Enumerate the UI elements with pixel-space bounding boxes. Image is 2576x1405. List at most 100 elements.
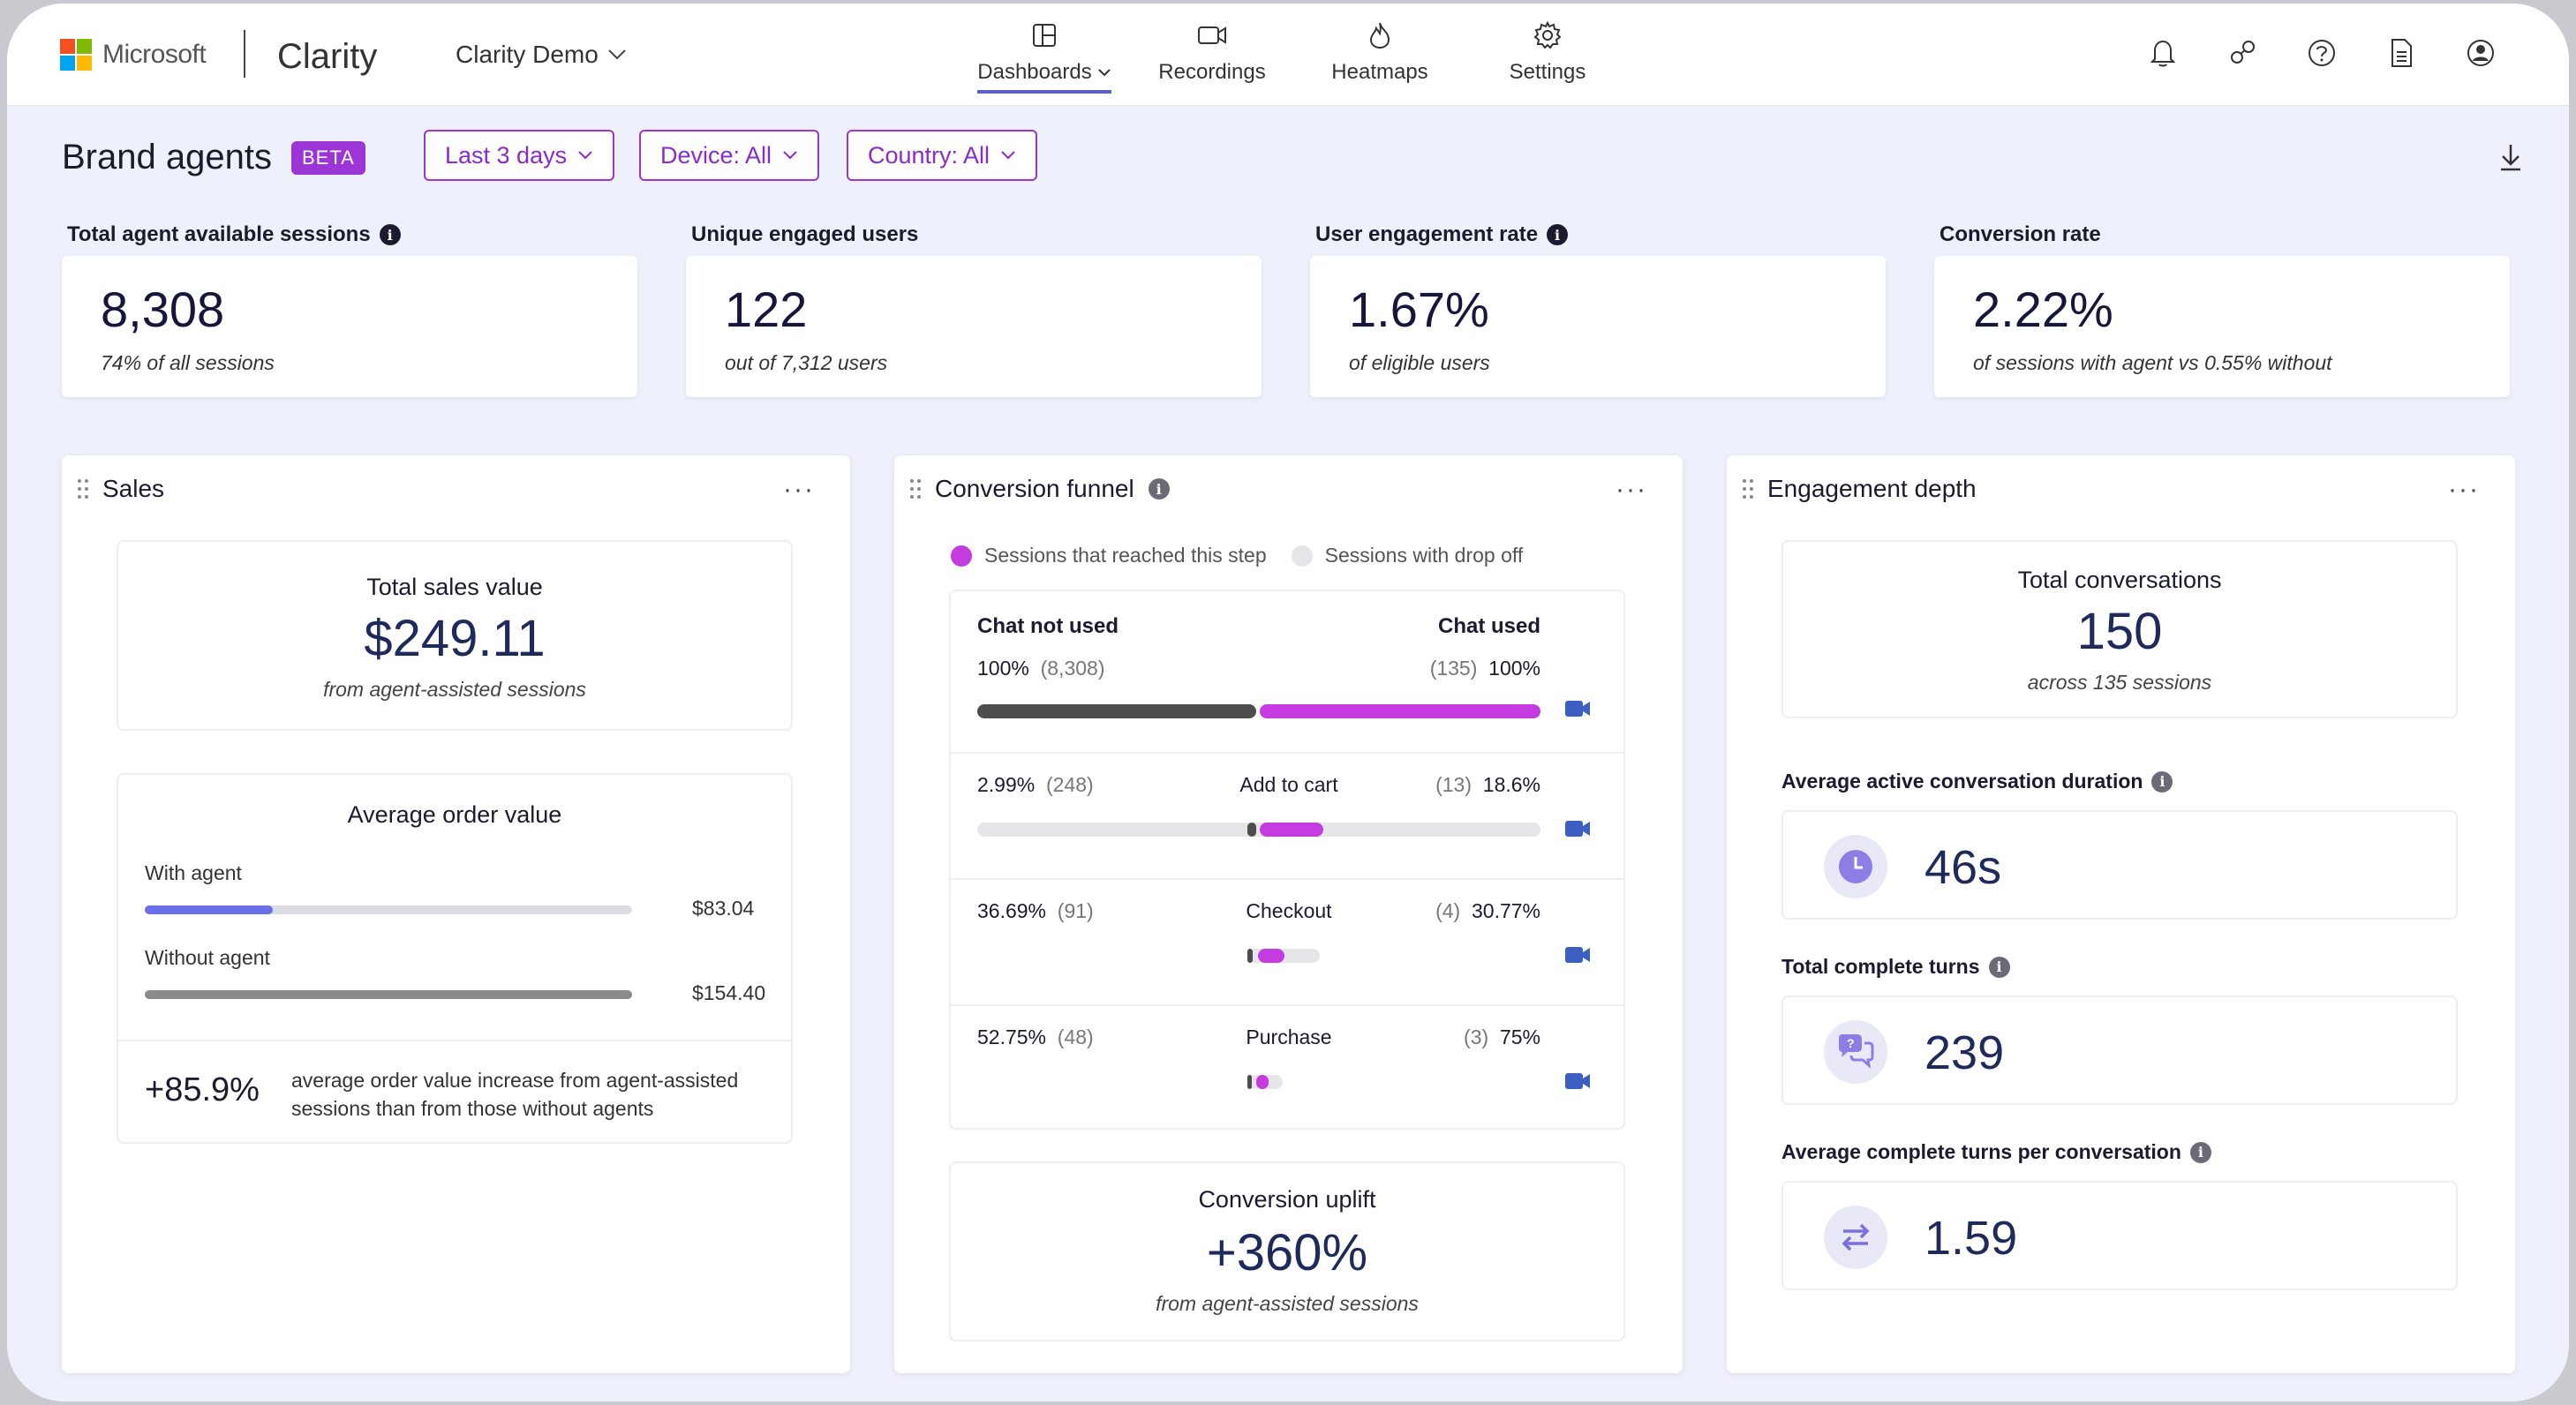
kpi-subtext: of sessions with agent vs 0.55% without [1973,351,2332,374]
step-chat-used-bar [1258,949,1284,963]
clock-icon [1824,835,1887,898]
recording-icon[interactable] [1565,1071,1590,1091]
info-icon[interactable]: i [1148,478,1170,500]
step-chat-not-used-bar [1247,949,1253,963]
help-icon [2309,40,2335,66]
share-button[interactable] [2223,34,2262,72]
chevron-down-icon [608,49,626,60]
kpi-subtext: 74% of all sessions [101,351,275,374]
tab-dashboards[interactable]: Dashboards [960,16,1128,94]
chat-used-pct: 100% [1488,657,1540,680]
without-agent-value: $154.40 [692,981,766,1004]
metric-label-text: Average active conversation duration [1781,770,2143,793]
kpi-subtext: out of 7,312 users [725,351,888,374]
funnel-step-purchase: 52.75% (48) Purchase (3) 75% [951,1006,1623,1132]
conversations-title: Total conversations [2017,567,2222,593]
turns-per-conversation-label: Average complete turns per conversation … [1781,1140,2211,1164]
drag-handle-icon[interactable] [78,479,88,499]
chat-not-used-count: (8,308) [1040,657,1105,680]
top-navigation: Microsoft Clarity Clarity Demo Dashboard… [7,4,2569,106]
step-left-stats: 52.75% (48) [977,1026,1094,1049]
kpi-subtext: of eligible users [1349,351,1490,374]
kpi-card-engagement-rate: 1.67% of eligible users [1310,256,1886,397]
step-left-stats: 36.69% (91) [977,899,1094,923]
kpi-label-engaged-users: Unique engaged users [691,222,918,247]
step-right-stats: (13) 18.6% [1435,773,1540,797]
metric-value: 1.59 [1924,1212,2018,1265]
clarity-brand[interactable]: Clarity [277,37,378,76]
tab-settings[interactable]: Settings [1464,16,1631,94]
step-left-count: (91) [1057,899,1094,922]
metric-label-text: Average complete turns per conversation [1781,1140,2181,1163]
notifications-button[interactable] [2143,34,2182,72]
country-filter[interactable]: Country: All [847,130,1038,181]
date-range-filter[interactable]: Last 3 days [424,130,615,181]
aov-title: Average order value [347,801,562,828]
chevron-down-icon [783,151,797,160]
with-agent-bar [145,905,632,914]
more-options-button[interactable]: ··· [1616,475,1647,504]
drag-handle-icon[interactable] [1743,479,1753,499]
total-sales-card: Total sales value $249.11 from agent-ass… [117,540,793,731]
sales-panel: Sales ··· Total sales value $249.11 from… [62,455,850,1373]
info-icon[interactable]: i [2151,770,2173,793]
app-window: Microsoft Clarity Clarity Demo Dashboard… [7,4,2569,1401]
device-filter[interactable]: Device: All [639,130,820,181]
device-filter-label: Device: All [660,141,772,169]
more-options-button[interactable]: ··· [783,475,815,504]
funnel-head-row: Chat not used Chat used 100% (8,308) (13… [951,591,1623,754]
help-button[interactable] [2302,34,2341,72]
tab-heatmaps-label: Heatmaps [1331,60,1428,84]
step-right-count: (3) [1464,1026,1489,1048]
complete-turns-label: Total complete turns i [1781,955,2010,979]
main-tabs: Dashboards Recordings Heatmaps Settings [960,16,1631,94]
step-right-pct: 30.77% [1471,899,1540,922]
uplift-subtext: from agent-assisted sessions [1156,1292,1419,1315]
info-icon[interactable]: i [2189,1141,2211,1163]
chat-used-stats: (135) 100% [1430,657,1540,680]
info-icon[interactable]: i [1988,956,2010,978]
share-icon [2231,41,2255,64]
documentation-button[interactable] [2382,34,2421,72]
kpi-value: 2.22% [1973,282,2113,337]
tab-recordings[interactable]: Recordings [1128,16,1296,94]
metric-label-text: Total complete turns [1781,955,1980,978]
step-right-count: (13) [1435,773,1472,796]
step-chat-not-used-bar [1247,1075,1252,1089]
funnel-step-add-to-cart: 2.99% (248) Add to cart (13) 18.6% [951,754,1623,880]
microsoft-logo[interactable]: Microsoft [60,39,207,71]
funnel-steps-card: Chat not used Chat used 100% (8,308) (13… [949,590,1625,1130]
recording-icon[interactable] [1565,819,1590,838]
legend-drop-label: Sessions with drop off [1324,544,1524,567]
step-left-stats: 2.99% (248) [977,773,1094,797]
info-icon[interactable]: i [379,224,401,245]
step-right-pct: 18.6% [1482,773,1540,796]
project-selector[interactable]: Clarity Demo [456,41,627,69]
recording-icon[interactable] [1565,945,1590,965]
kpi-label-text: Conversion rate [1940,222,2101,246]
chevron-down-icon [1097,69,1111,77]
utility-icons [2143,34,2500,72]
video-camera-icon [1198,26,1226,44]
kpi-label-text: Total agent available sessions [67,222,371,246]
uplift-value: +360% [1206,1224,1368,1281]
info-icon[interactable]: i [1547,224,1569,245]
kpi-card-available-sessions: 8,308 74% of all sessions [62,256,637,397]
recording-icon[interactable] [1565,699,1590,718]
total-sales-value: $249.11 [364,610,546,667]
panel-header: Conversion funnel i [910,475,1170,503]
step-left-count: (48) [1057,1026,1094,1048]
total-sales-title: Total sales value [366,574,543,600]
tab-heatmaps[interactable]: Heatmaps [1296,16,1464,94]
step-name: Add to cart [1239,773,1338,796]
download-button[interactable] [2491,138,2530,177]
gear-icon [1533,21,1562,49]
step-chat-used-bar [1256,1075,1269,1089]
funnel-legend: Sessions that reached this step Sessions… [951,544,1523,567]
step-name: Purchase [1246,1026,1332,1048]
step-chat-not-used-bar [1247,823,1256,837]
account-button[interactable] [2461,34,2500,72]
drag-handle-icon[interactable] [910,479,921,499]
panel-header: Engagement depth [1743,475,1977,503]
more-options-button[interactable]: ··· [2448,475,2480,504]
